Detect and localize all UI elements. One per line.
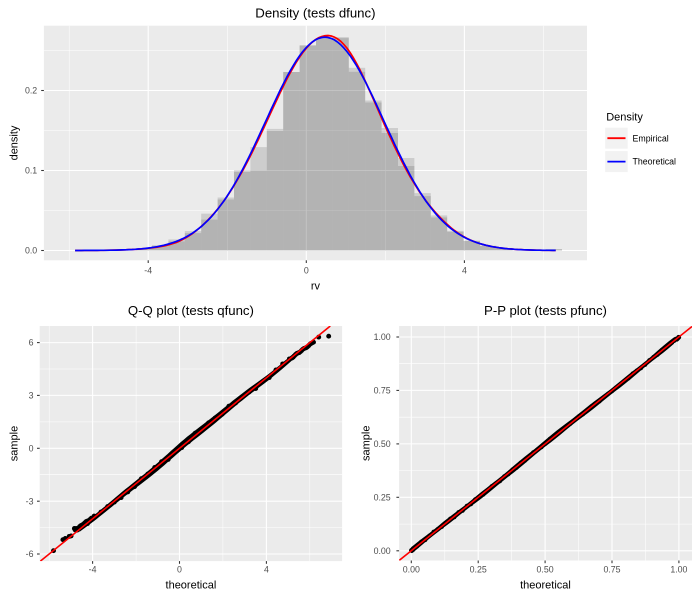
svg-text:0.25: 0.25 — [374, 492, 391, 502]
svg-text:0.50: 0.50 — [537, 565, 554, 575]
svg-text:0.75: 0.75 — [374, 386, 391, 396]
svg-text:0: 0 — [177, 565, 182, 575]
svg-text:-4: -4 — [144, 266, 152, 276]
svg-text:sample: sample — [361, 426, 373, 461]
svg-text:1.00: 1.00 — [670, 565, 687, 575]
svg-text:density: density — [8, 125, 20, 160]
svg-text:-6: -6 — [26, 549, 34, 559]
svg-text:-3: -3 — [26, 496, 34, 506]
svg-text:6: 6 — [29, 338, 34, 348]
svg-text:Empirical: Empirical — [633, 133, 669, 143]
svg-text:0: 0 — [29, 443, 34, 453]
svg-text:0.00: 0.00 — [403, 565, 420, 575]
svg-text:0: 0 — [304, 266, 309, 276]
svg-text:-4: -4 — [89, 565, 97, 575]
svg-text:4: 4 — [462, 266, 467, 276]
svg-text:0.00: 0.00 — [374, 546, 391, 556]
svg-text:0.0: 0.0 — [25, 246, 37, 256]
svg-text:0.50: 0.50 — [374, 439, 391, 449]
svg-text:0.75: 0.75 — [603, 565, 620, 575]
svg-text:Q-Q plot (tests qfunc): Q-Q plot (tests qfunc) — [128, 303, 254, 318]
svg-text:0.1: 0.1 — [25, 166, 37, 176]
svg-text:Density (tests dfunc): Density (tests dfunc) — [255, 5, 375, 20]
svg-text:sample: sample — [8, 426, 20, 461]
svg-text:P-P plot (tests pfunc): P-P plot (tests pfunc) — [484, 303, 607, 318]
svg-text:4: 4 — [264, 565, 269, 575]
svg-text:theoretical: theoretical — [520, 580, 571, 592]
svg-text:theoretical: theoretical — [166, 580, 217, 592]
svg-text:Density: Density — [606, 112, 643, 124]
svg-text:Theoretical: Theoretical — [633, 157, 677, 167]
svg-text:1.00: 1.00 — [374, 332, 391, 342]
svg-text:0.25: 0.25 — [470, 565, 487, 575]
svg-text:rv: rv — [311, 280, 321, 292]
svg-text:3: 3 — [29, 391, 34, 401]
svg-text:0.2: 0.2 — [25, 86, 37, 96]
